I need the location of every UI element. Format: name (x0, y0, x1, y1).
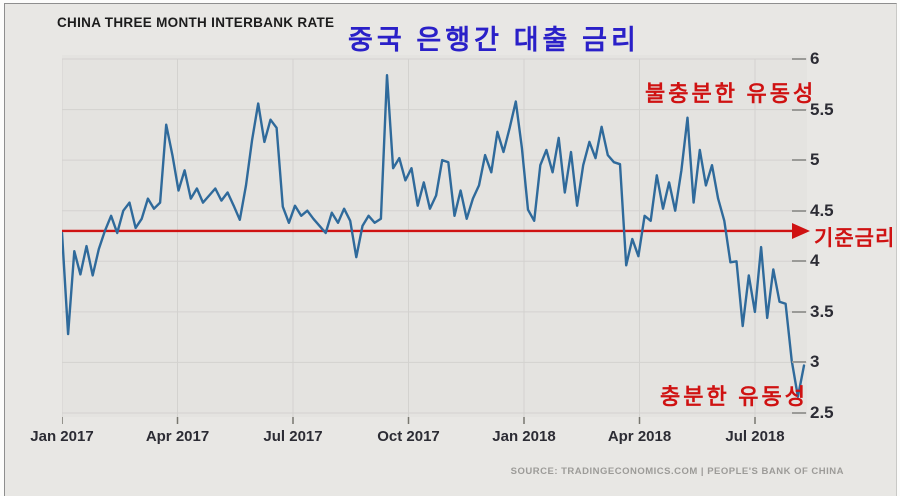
y-tick-mark (792, 58, 806, 60)
y-tick-mark (792, 209, 806, 212)
y-tick-label: 6 (810, 49, 820, 68)
chart-title: CHINA THREE MONTH INTERBANK RATE (57, 15, 335, 30)
x-tick-label: Apr 2017 (145, 428, 210, 445)
y-tick-mark (792, 159, 806, 162)
plot-area (62, 55, 807, 417)
baseline-rate-label: 기준금리 (814, 226, 896, 250)
plot-svg (62, 55, 810, 424)
annotation-sufficient-liquidity: 충분한 유동성 (660, 384, 808, 409)
y-tick-mark (792, 361, 806, 364)
y-tick-label: 3 (810, 352, 820, 372)
source-attribution: SOURCE: TRADINGECONOMICS.COM | PEOPLE'S … (510, 466, 844, 477)
y-tick-label: 5.5 (810, 99, 834, 119)
annotation-insufficient-liquidity: 불충분한 유동성 (645, 81, 817, 106)
baseline-arrow-icon (792, 222, 810, 239)
x-tick-label: Jan 2018 (492, 428, 556, 445)
y-tick-mark (792, 411, 806, 414)
y-tick-label: 4.5 (810, 200, 834, 220)
chart-title-korean: 중국 은행간 대출 금리 (348, 25, 640, 55)
y-tick-label: 4 (810, 251, 820, 271)
x-tick-label: Jul 2018 (725, 428, 785, 445)
x-tick-label: Jan 2017 (30, 428, 94, 445)
y-tick-mark (792, 260, 806, 263)
x-tick-label: Jul 2017 (263, 428, 323, 445)
y-tick-label: 5 (810, 150, 820, 170)
rate-line (62, 74, 806, 398)
y-tick-label: 2.5 (810, 402, 834, 422)
y-tick-label: 3.5 (810, 301, 834, 321)
x-tick-label: Apr 2018 (607, 428, 672, 445)
x-tick-label: Oct 2017 (377, 428, 440, 445)
y-tick-mark (792, 310, 806, 313)
y-tick-mark (792, 108, 806, 111)
